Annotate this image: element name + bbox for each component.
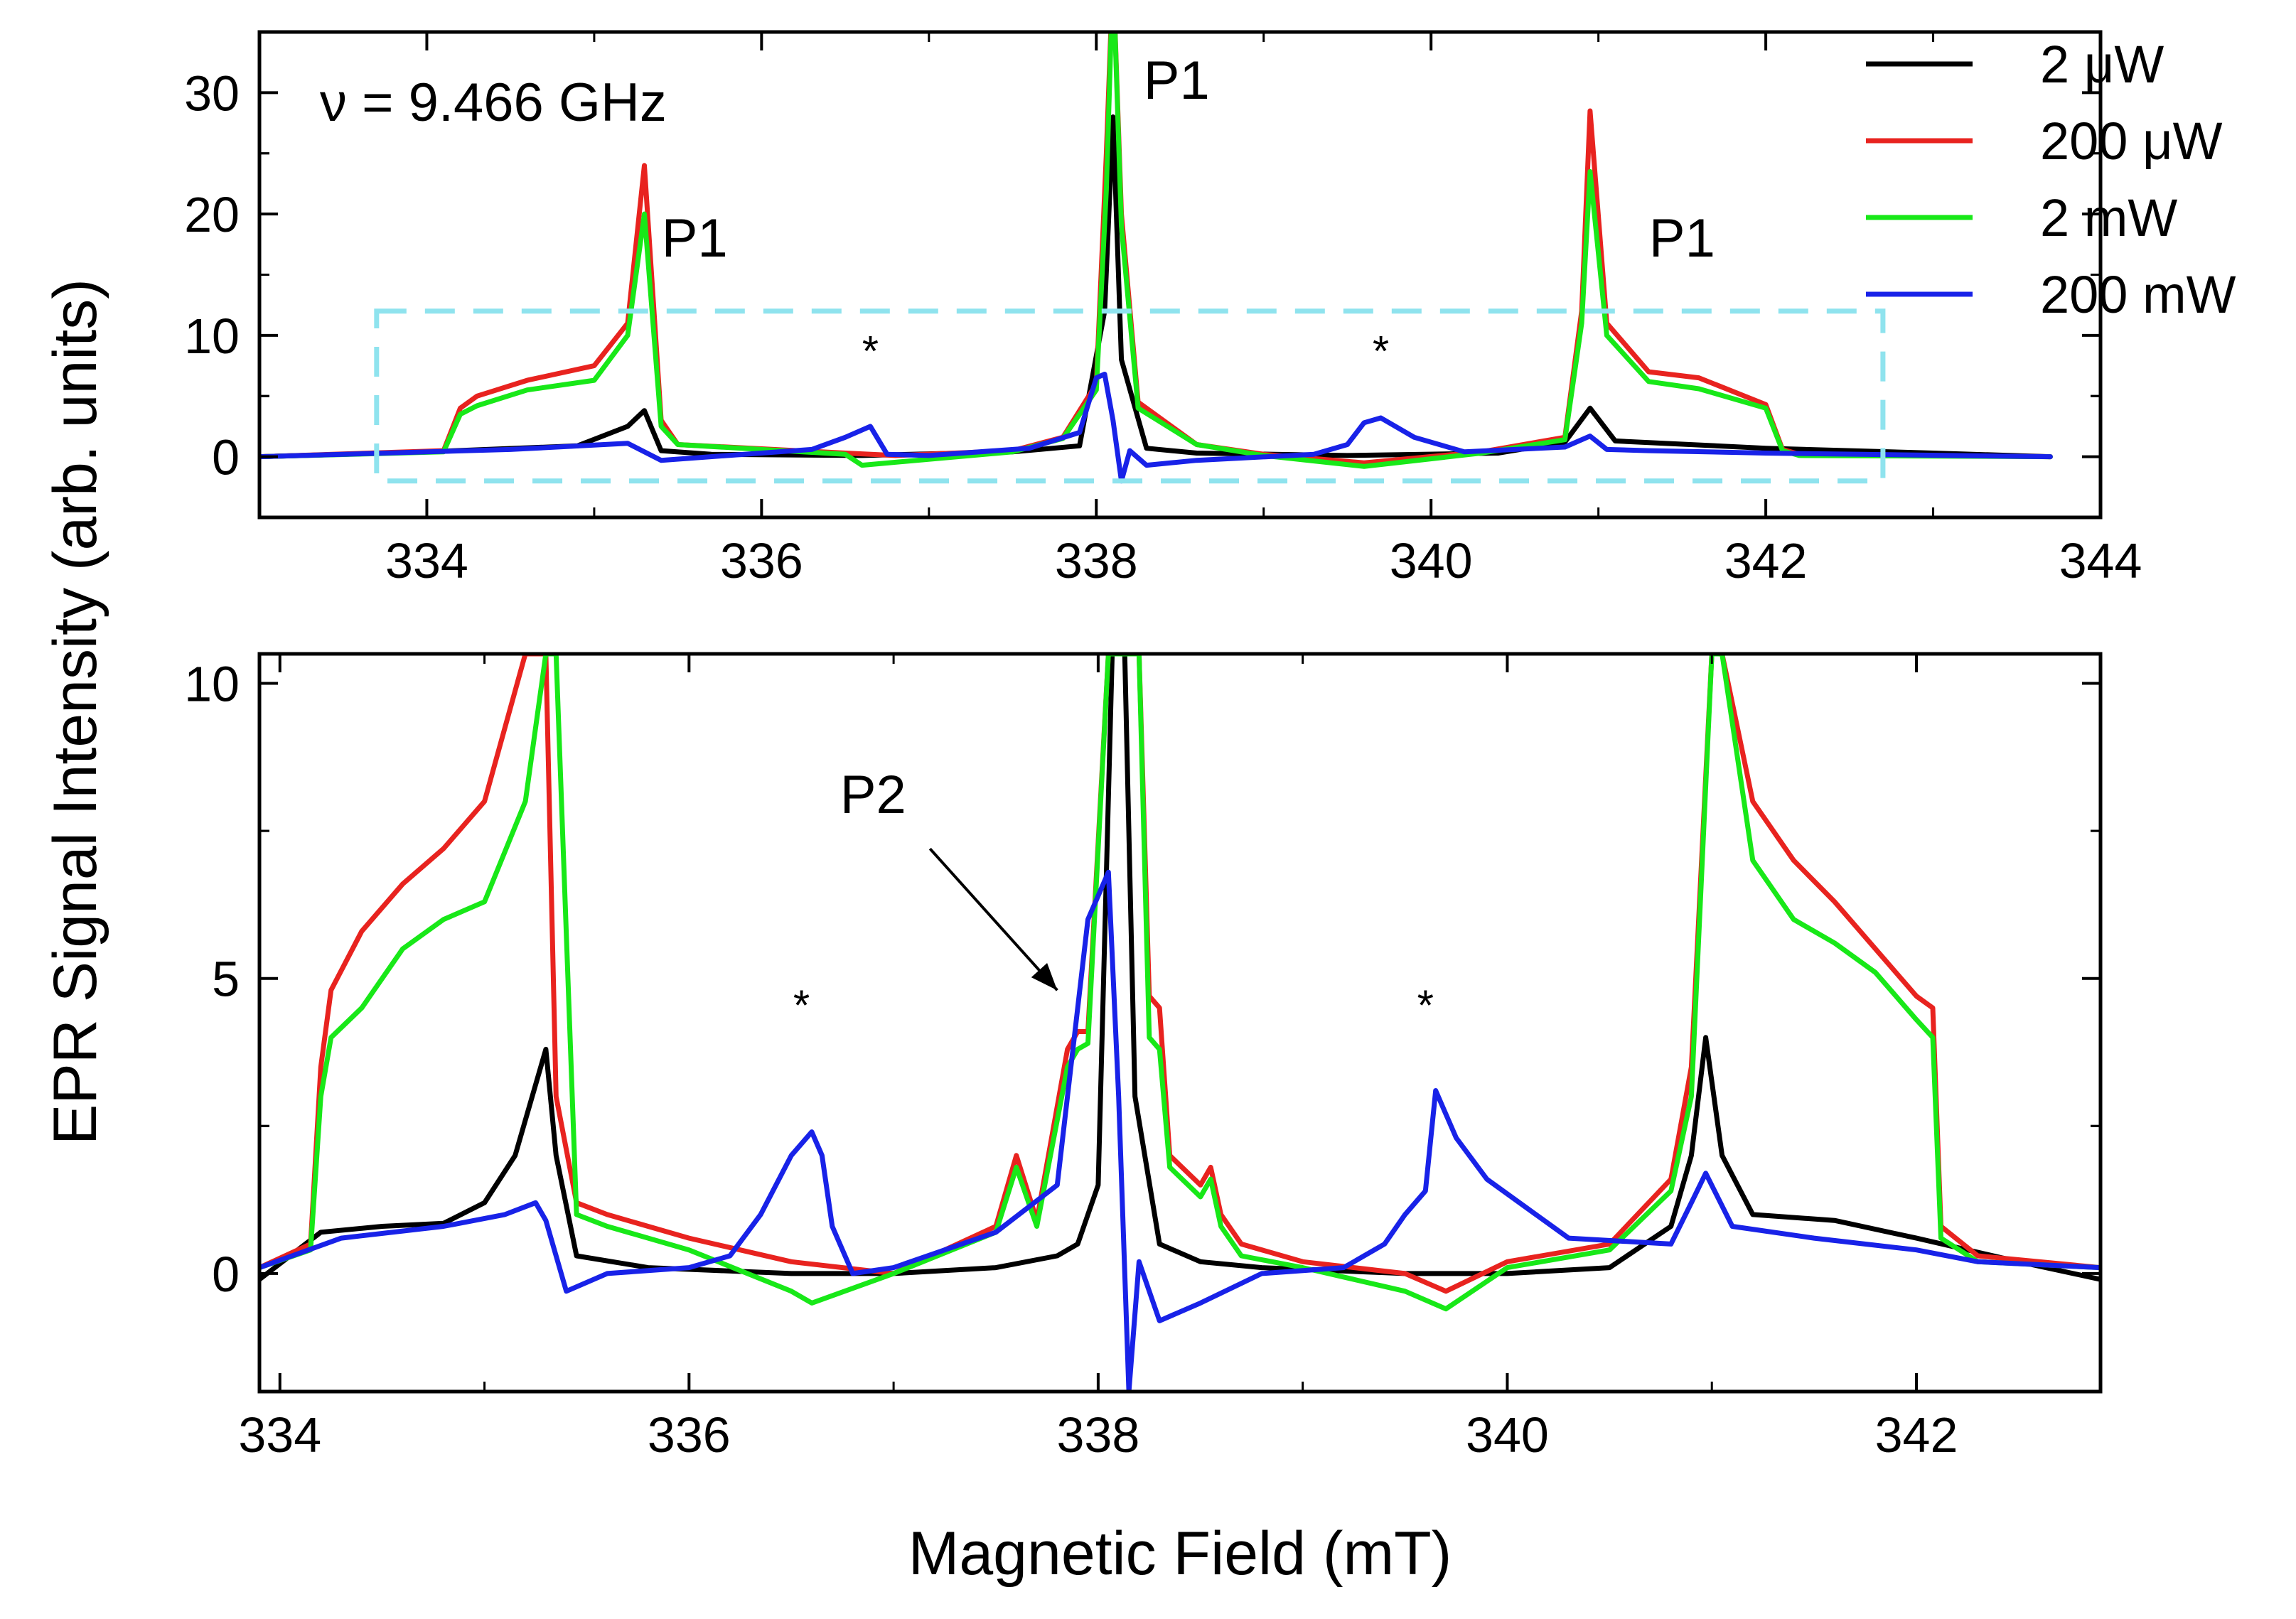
y-tick-label: 10 xyxy=(184,657,240,712)
asterisk-label: * xyxy=(1417,981,1434,1029)
bottom-series-layer xyxy=(259,654,2101,1392)
top-series-layer xyxy=(259,32,2053,484)
legend: 2 μW 200 μW 2 mW 200 mW xyxy=(1866,35,2236,324)
bottom-panel: 334 336 338 340 342 0 5 10 P2 * * xyxy=(184,652,2103,1463)
asterisk-label: * xyxy=(862,328,879,375)
x-tick-label: 336 xyxy=(720,533,803,588)
asterisk-label: * xyxy=(793,981,810,1029)
legend-label: 200 mW xyxy=(2040,265,2236,324)
x-tick-label: 334 xyxy=(385,533,468,588)
x-tick-label: 340 xyxy=(1390,533,1473,588)
bottom-series-3 xyxy=(259,869,2101,1392)
legend-label: 2 μW xyxy=(2040,35,2164,94)
peak-label-p2: P2 xyxy=(840,765,906,825)
x-tick-label: 344 xyxy=(2059,533,2142,588)
p2-arrow-head xyxy=(1031,963,1058,991)
bottom-series-1 xyxy=(259,654,2101,1294)
top-series-0 xyxy=(259,114,2053,460)
y-tick-label: 30 xyxy=(184,65,240,121)
bottom-series-2 xyxy=(259,654,2101,1312)
bottom-plot-frame xyxy=(257,652,2103,1394)
x-tick-label: 338 xyxy=(1056,1407,1139,1463)
bottom-axis-ticks: 334 336 338 340 342 0 5 10 xyxy=(184,654,2101,1463)
p2-arrow-line xyxy=(928,847,1058,991)
y-tick-label: 0 xyxy=(212,430,240,485)
peak-label-p1: P1 xyxy=(1144,50,1210,111)
y-tick-label: 5 xyxy=(212,952,240,1007)
x-tick-label: 342 xyxy=(1875,1407,1958,1463)
x-tick-label: 342 xyxy=(1724,533,1808,588)
asterisk-label: * xyxy=(1373,328,1389,375)
x-tick-label: 334 xyxy=(238,1407,321,1463)
peak-label-p1: P1 xyxy=(662,208,728,269)
top-annotations: P1 P1 P1 * * xyxy=(662,50,1715,375)
bottom-series-0 xyxy=(259,654,2101,1282)
y-tick-label: 10 xyxy=(184,308,240,364)
top-axis-ticks: 334 336 338 340 342 344 0 10 20 30 xyxy=(184,32,2142,588)
legend-label: 2 mW xyxy=(2040,188,2177,247)
x-axis-title: Magnetic Field (mT) xyxy=(908,1520,1452,1588)
y-axis-title: EPR Signal Intensity (arb. units) xyxy=(41,279,109,1145)
peak-label-p1: P1 xyxy=(1649,208,1715,269)
top-series-2 xyxy=(259,32,2053,469)
zoom-region-box xyxy=(374,308,1886,484)
bottom-annotations: P2 * * xyxy=(793,765,1434,1029)
frequency-label: ν = 9.466 GHz xyxy=(320,72,667,133)
top-series-1 xyxy=(259,32,2053,466)
x-tick-label: 336 xyxy=(648,1407,731,1463)
x-tick-label: 338 xyxy=(1055,533,1138,588)
y-tick-label: 20 xyxy=(184,187,240,242)
legend-label: 200 μW xyxy=(2040,112,2223,171)
x-tick-label: 340 xyxy=(1466,1407,1549,1463)
y-tick-label: 0 xyxy=(212,1247,240,1302)
